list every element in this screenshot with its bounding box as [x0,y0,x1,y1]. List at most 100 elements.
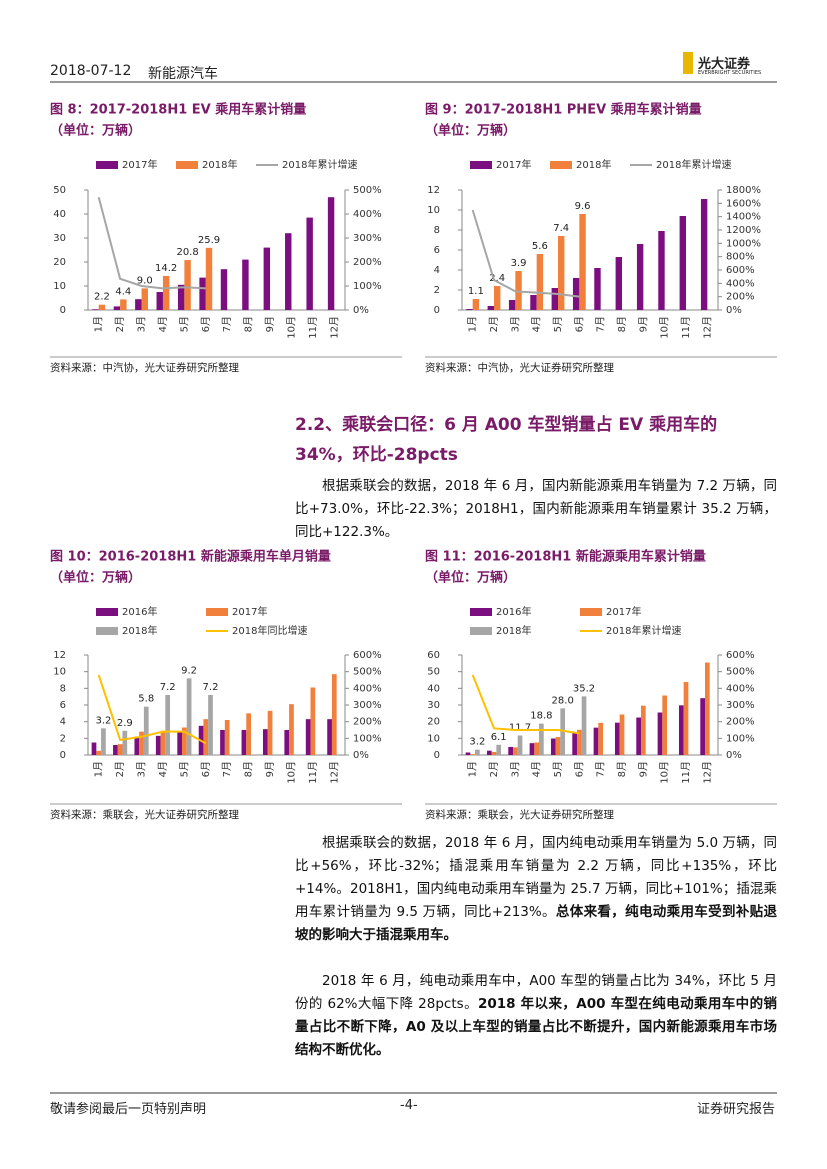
data-label: 9.6 [575,201,591,212]
bar [143,706,149,755]
bar [530,295,537,310]
bar [139,731,144,755]
legend-label: 2018年 [496,624,531,637]
chart-title: 图 8：2017-2018H1 EV 乘用车累计销量 [50,102,306,118]
bar [91,742,97,755]
bar [486,750,492,755]
bar [508,300,516,310]
y2-tick-label: 200% [726,292,755,303]
y2-tick-label: 600% [353,650,382,661]
bar [572,732,577,755]
data-label: 7.4 [553,223,569,234]
data-label: 5.8 [138,694,154,705]
paragraph: 2018 年 6 月，纯电动乘用车中，A00 车型的销量占比为 34%，环比 5… [295,970,777,1062]
bar [700,698,705,755]
y-tick-label: 20 [427,717,440,728]
y-tick-label: 30 [53,233,66,244]
text: 2018 年 6 月，纯电动乘用车中，A00 车型的销量占比为 34%，环比 5… [295,973,777,1012]
legend-label: 2016年 [496,605,531,618]
bar [704,662,710,755]
y2-tick-label: 400% [726,683,755,694]
header-topic: 新能源汽车 [148,66,218,82]
bar [122,730,128,755]
data-label: 35.2 [573,683,595,694]
data-label: 28.0 [552,695,574,706]
legend-swatch [470,608,492,616]
bar [160,730,166,755]
x-tick-label: 8月 [616,761,628,777]
legend-label: 2017年 [232,605,267,618]
y2-tick-label: 1000% [726,238,761,249]
y2-tick-label: 400% [353,209,382,220]
bar [579,214,586,310]
chart-title: 图 10：2016-2018H1 新能源乘用车单月销量 [50,549,331,565]
legend-label: 2018年 [202,158,237,171]
paragraph: 根据乘联会的数据，2018 年 6 月，国内新能源乘用车销量为 7.2 万辆，同… [295,475,777,544]
x-tick-label: 7月 [595,761,607,777]
footer-left: 敬请参阅最后一页特别声明 [50,1102,207,1117]
data-label: 20.8 [176,247,198,258]
y2-tick-label: 0% [726,750,742,761]
legend-swatch [176,161,198,169]
bar [199,277,206,310]
bar [551,288,558,310]
x-tick-label: 2月 [488,761,500,777]
bar [539,723,544,755]
bar [162,275,170,310]
x-tick-label: 5月 [552,761,564,777]
data-label: 3.2 [469,737,485,748]
data-label: 7.2 [160,682,176,693]
x-tick-label: 8月 [243,761,255,777]
bar [658,231,665,310]
bar [327,719,332,755]
bar [177,284,185,310]
y2-tick-label: 300% [353,700,382,711]
data-label: 1.1 [468,286,484,297]
bar [640,705,646,755]
legend-label: 2018年累计增速 [282,158,357,171]
data-label: 25.9 [198,235,220,246]
data-label: 4.4 [115,286,131,297]
y-tick-label: 50 [427,667,440,678]
footer-right: 证券研究报告 [697,1102,776,1117]
bar [92,309,99,310]
x-tick-label: 4月 [157,316,169,332]
bar [113,306,121,310]
data-label: 9.2 [181,665,197,676]
x-tick-label: 1月 [93,316,105,332]
bar [679,216,686,310]
y-tick-label: 2 [434,285,440,296]
paragraph: 根据乘联会的数据，2018 年 6 月，国内纯电动乘用车销量为 5.0 万辆，同… [295,832,777,947]
legend-label: 2017年 [122,158,157,171]
x-tick-label: 2月 [114,761,126,777]
bar [267,710,273,755]
bar [242,259,249,310]
x-tick-label: 12月 [328,316,340,339]
bar [327,197,335,310]
x-tick-label: 12月 [701,316,713,339]
bar [186,678,192,755]
legend-label: 2017年 [496,158,531,171]
chart-subtitle: （单位：万辆） [425,570,516,586]
bar [678,705,684,755]
bar [487,306,494,310]
x-tick-label: 11月 [680,316,692,339]
y-tick-label: 6 [60,700,66,711]
x-tick-label: 1月 [93,761,105,777]
bar [494,286,501,310]
data-label: 5.6 [532,241,548,252]
x-tick-label: 2月 [488,316,500,332]
y2-tick-label: 0% [353,305,369,316]
bar [203,719,209,755]
header-date: 2018-07-12 [50,63,132,79]
y-tick-label: 2 [60,733,66,744]
y-tick-label: 4 [434,265,440,276]
x-tick-label: 6月 [573,316,585,332]
y2-tick-label: 500% [726,667,755,678]
legend-swatch [470,627,492,635]
bar [555,737,561,755]
x-tick-label: 2月 [114,316,126,332]
x-tick-label: 9月 [637,761,649,777]
x-tick-label: 4月 [531,761,543,777]
bar [466,309,473,310]
